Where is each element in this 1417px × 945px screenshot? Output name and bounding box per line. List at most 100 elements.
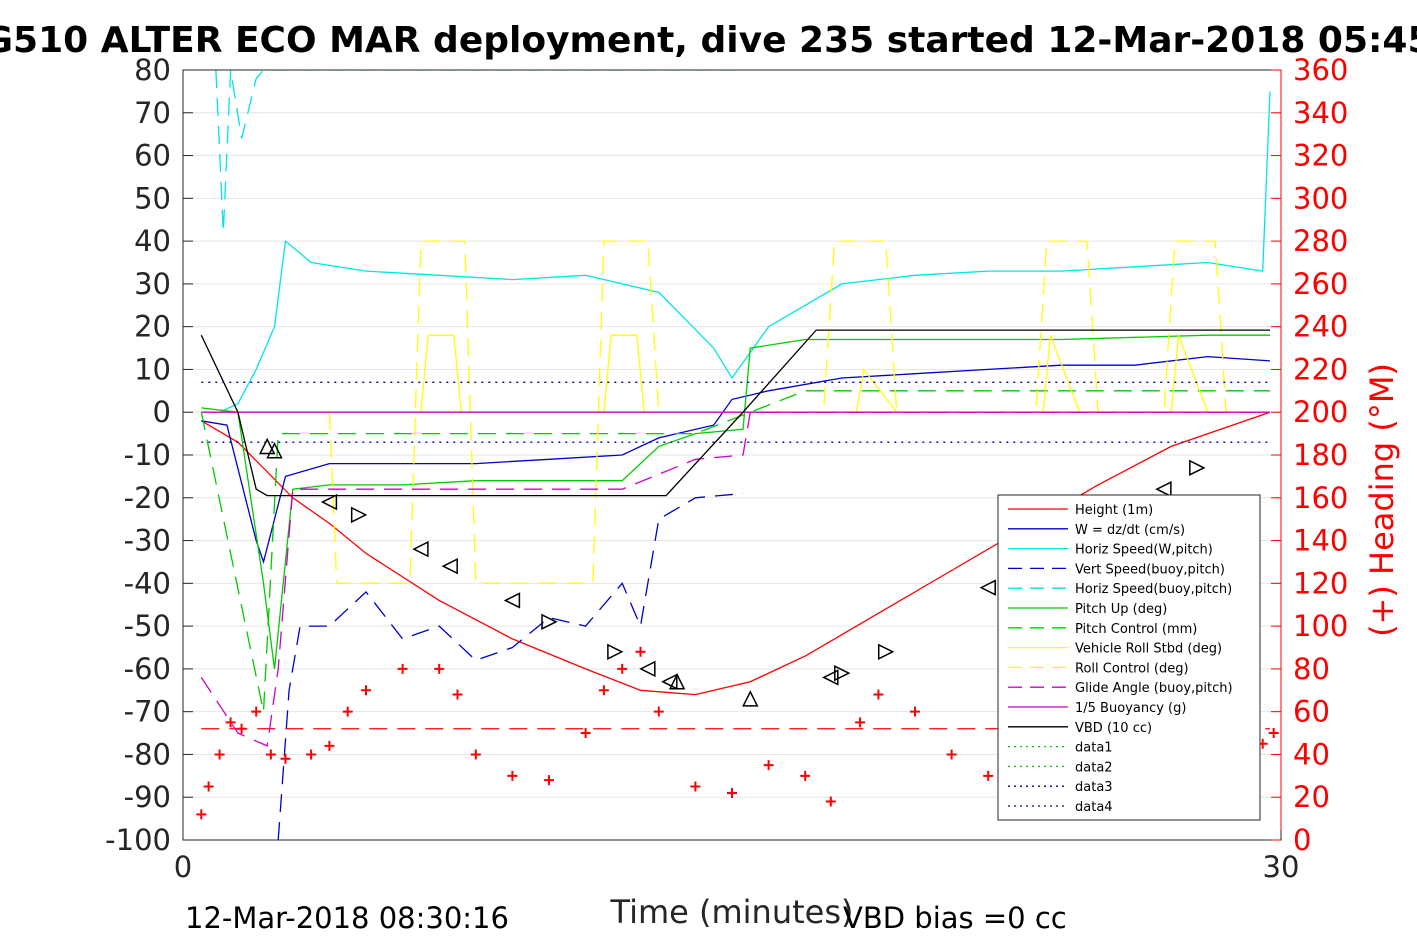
heading-point — [580, 728, 591, 739]
right-tick-label: 340 — [1293, 96, 1348, 130]
legend-entry: Roll Control (deg) — [1075, 661, 1189, 676]
legend-entry: Horiz Speed(W,pitch) — [1075, 543, 1213, 558]
heading-point — [397, 663, 408, 674]
heading-point — [635, 646, 646, 657]
right-tick-label: 140 — [1293, 524, 1348, 558]
right-tick-label: 0 — [1293, 823, 1311, 857]
legend-entry: Pitch Control (mm) — [1075, 622, 1197, 637]
left-tick-label: -10 — [124, 438, 171, 472]
heading-point — [214, 749, 225, 760]
legend-entry: Pitch Up (deg) — [1075, 602, 1167, 617]
triangle-marker — [661, 673, 678, 690]
left-tick-label: -80 — [124, 737, 171, 771]
heading-point — [653, 706, 664, 717]
triangle-marker — [1155, 481, 1172, 498]
triangle-marker — [834, 664, 851, 682]
heading-point — [452, 689, 463, 700]
heading-point — [873, 689, 884, 700]
left-tick-label: 80 — [134, 53, 171, 87]
heading-point — [727, 787, 737, 798]
right-tick-label: 220 — [1293, 352, 1348, 386]
heading-point — [280, 753, 291, 764]
left-tick-label: -50 — [124, 609, 171, 643]
heading-point — [690, 781, 701, 792]
left-tick-label: -90 — [124, 780, 171, 814]
right-tick-label: 320 — [1293, 139, 1348, 173]
series-line-3 — [277, 492, 744, 840]
left-tick-label: -20 — [124, 481, 171, 515]
legend-entry: VBD (10 cc) — [1075, 721, 1152, 736]
right-axis: 3603403203002802602402202001801601401201… — [1271, 53, 1348, 857]
right-axis-label: (+) Heading (°M) — [1363, 363, 1401, 637]
legend-entry: Vehicle Roll Stbd (deg) — [1075, 642, 1222, 657]
right-tick-label: 80 — [1293, 652, 1330, 686]
legend-entry: W = dz/dt (cm/s) — [1075, 523, 1185, 538]
legend-entry: data2 — [1075, 760, 1113, 775]
left-tick-label: -100 — [105, 823, 171, 857]
heading-point — [306, 749, 317, 760]
heading-point — [617, 663, 628, 674]
heading-point — [251, 706, 262, 717]
triangle-marker — [258, 437, 276, 455]
right-tick-label: 240 — [1293, 310, 1348, 344]
legend-entry: 1/5 Buoyancy (g) — [1075, 701, 1186, 716]
heading-point — [342, 706, 353, 717]
heading-point — [1268, 728, 1279, 739]
legend-entry: Horiz Speed(buoy,pitch) — [1075, 582, 1232, 597]
heading-point — [598, 685, 609, 696]
x-axis: 0 30 — [174, 830, 1300, 884]
legend-entry: Glide Angle (buoy,pitch) — [1075, 681, 1233, 696]
triangle-marker — [441, 558, 458, 575]
right-tick-label: 60 — [1293, 695, 1330, 729]
heading-point — [203, 781, 214, 792]
heading-point — [265, 749, 276, 760]
right-tick-label: 180 — [1293, 438, 1348, 472]
heading-point — [361, 685, 371, 696]
left-tick-label: 40 — [134, 224, 171, 258]
series-line-2 — [219, 91, 1271, 413]
footer-timestamp: 12-Mar-2018 08:30:16 — [185, 901, 509, 935]
left-tick-label: 30 — [134, 267, 171, 301]
legend-entry: data1 — [1075, 741, 1113, 756]
triangle-marker — [320, 493, 338, 511]
triangle-marker — [979, 579, 996, 596]
right-tick-label: 260 — [1293, 267, 1348, 301]
triangle-marker — [639, 660, 656, 678]
legend: Height (1m) W = dz/dt (cm/s) Horiz Speed(W… — [997, 494, 1261, 821]
heading-point — [196, 809, 207, 820]
left-axis: 80 70 60 50 40 30 20 10 0 -10 -20 -30 -40 -50 -60 -70 -8… — [105, 53, 193, 857]
right-tick-label: 360 — [1293, 53, 1348, 87]
triangle-marker — [266, 442, 283, 459]
series-line-5 — [201, 334, 1270, 669]
triangle-marker — [1189, 459, 1206, 477]
left-tick-label: 70 — [134, 96, 171, 130]
right-tick-label: 280 — [1293, 224, 1348, 258]
right-tick-label: 300 — [1293, 181, 1348, 215]
triangle-marker — [607, 643, 624, 660]
left-tick-label: 60 — [134, 139, 171, 173]
left-tick-label: 10 — [134, 352, 171, 386]
right-tick-label: 20 — [1293, 780, 1330, 814]
series-line-9 — [200, 411, 1270, 747]
legend-entry: Height (1m) — [1075, 503, 1153, 518]
heading-point — [324, 740, 335, 751]
triangle-marker — [742, 690, 759, 707]
left-tick-label: -60 — [124, 652, 171, 686]
left-tick-label: -30 — [124, 524, 171, 558]
legend-entry: data4 — [1075, 800, 1113, 815]
left-tick-label: 20 — [134, 310, 171, 344]
right-tick-label: 40 — [1293, 737, 1330, 771]
heading-point — [946, 749, 957, 760]
heading-point — [825, 796, 836, 807]
footer-vbd-bias: VBD bias =0 cc — [843, 901, 1067, 935]
right-tick-label: 160 — [1293, 481, 1348, 515]
triangle-marker — [541, 613, 558, 631]
heading-point — [434, 663, 445, 674]
triangle-marker — [503, 592, 521, 609]
left-tick-label: -40 — [124, 566, 171, 600]
legend-entry: data3 — [1075, 780, 1113, 795]
heading-point — [225, 717, 236, 728]
x-tick-label: 30 — [1263, 850, 1300, 884]
heading-point — [855, 717, 866, 728]
series-line-4 — [215, 70, 747, 233]
